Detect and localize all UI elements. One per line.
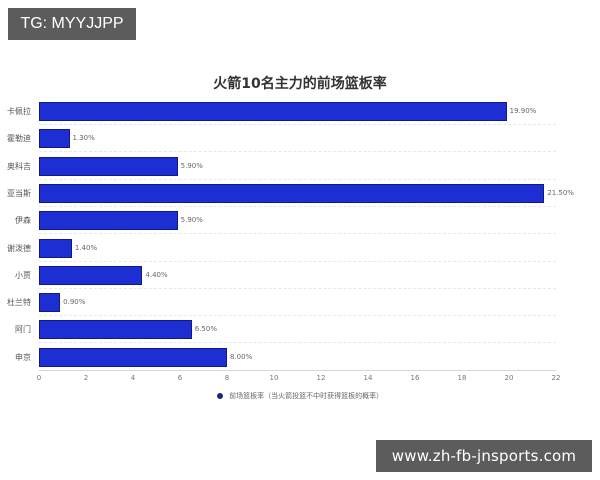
- category-label: 卡佩拉: [7, 107, 31, 116]
- bar-row: 杜兰特 0.90%: [7, 289, 556, 317]
- category-label: 杜兰特: [7, 298, 31, 308]
- x-tick-label: 2: [83, 374, 89, 382]
- x-tick-label: 14: [363, 374, 373, 382]
- value-label: 4.40%: [145, 270, 168, 279]
- bar[interactable]: [39, 156, 178, 176]
- bar[interactable]: [39, 238, 72, 258]
- bar[interactable]: [39, 129, 70, 149]
- category-label: 小贾: [15, 270, 31, 280]
- gridline: [39, 205, 556, 207]
- chart-title: 火箭10名主力的前场篮板率: [213, 76, 387, 92]
- gridline: [39, 315, 556, 317]
- bar[interactable]: [39, 265, 143, 285]
- bar[interactable]: [39, 183, 545, 203]
- bar[interactable]: [39, 320, 192, 340]
- value-label: 19.90%: [509, 107, 537, 115]
- bar[interactable]: [39, 347, 227, 367]
- bar[interactable]: [39, 102, 507, 121]
- x-tick-label: 18: [457, 374, 467, 382]
- category-label: 亚当斯: [7, 188, 31, 198]
- bar[interactable]: [39, 293, 61, 313]
- x-tick-label: 8: [224, 374, 230, 382]
- category-label: 霍勒迪: [7, 134, 31, 144]
- legend: 前场篮板率（当火箭投篮不中时获得篮板的概率）: [0, 391, 600, 401]
- x-tick-label: 10: [269, 374, 279, 382]
- category-label: 申京: [15, 352, 31, 362]
- x-tick-label: 6: [177, 374, 183, 382]
- value-label: 1.30%: [72, 134, 95, 143]
- watermark-top-left: TG: MYYJJPP: [8, 8, 136, 40]
- x-tick-label: 0: [36, 374, 42, 382]
- gridline: [39, 342, 556, 344]
- gridline: [39, 151, 556, 153]
- x-tick-label: 4: [130, 374, 136, 382]
- bar-row: 阿门 6.50%: [15, 316, 556, 344]
- gridline: [39, 124, 556, 125]
- watermark-bottom-right: www.zh-fb-jnsports.com: [376, 440, 592, 472]
- bar-row: 卡佩拉 19.90%: [7, 98, 556, 125]
- bar-row: 谢泼德 1.40%: [7, 235, 556, 262]
- bar[interactable]: [39, 211, 178, 231]
- bar-row: 小贾 4.40%: [15, 262, 556, 289]
- value-label: 0.90%: [63, 298, 86, 307]
- value-label: 5.90%: [180, 161, 203, 170]
- x-tick-label: 22: [551, 374, 561, 382]
- value-label: 8.00%: [230, 352, 253, 361]
- bar-row: 伊森 5.90%: [15, 207, 556, 235]
- value-label: 6.50%: [194, 325, 217, 334]
- legend-dot-icon: [216, 393, 223, 399]
- value-label: 5.90%: [180, 216, 203, 225]
- category-label: 伊森: [15, 216, 31, 226]
- value-label: 21.50%: [547, 188, 574, 197]
- gridline: [39, 233, 556, 235]
- x-axis-line: [39, 370, 556, 371]
- x-tick-label: 16: [410, 374, 420, 382]
- category-label: 阿门: [15, 325, 31, 335]
- category-label: 谢泼德: [7, 243, 31, 253]
- bar-row: 亚当斯 21.50%: [7, 180, 574, 207]
- bar-row: 霍勒迪 1.30%: [7, 125, 556, 153]
- x-tick-label: 12: [316, 374, 326, 382]
- gridline: [39, 260, 556, 262]
- gridline: [39, 287, 556, 289]
- bar-row: 申京 8.00%: [15, 344, 556, 371]
- legend-label: 前场篮板率（当火箭投篮不中时获得篮板的概率）: [229, 392, 384, 400]
- gridline: [39, 178, 556, 180]
- x-tick-label: 20: [504, 374, 514, 382]
- plot-area: 卡佩拉 19.90% 霍勒迪 1.30% 奥科吉 5.90% 亚当斯 21.50% 伊森 5.90…: [7, 98, 574, 371]
- bar-row: 奥科吉 5.90%: [7, 153, 556, 180]
- value-label: 1.40%: [74, 243, 98, 252]
- category-label: 奥科吉: [7, 161, 31, 171]
